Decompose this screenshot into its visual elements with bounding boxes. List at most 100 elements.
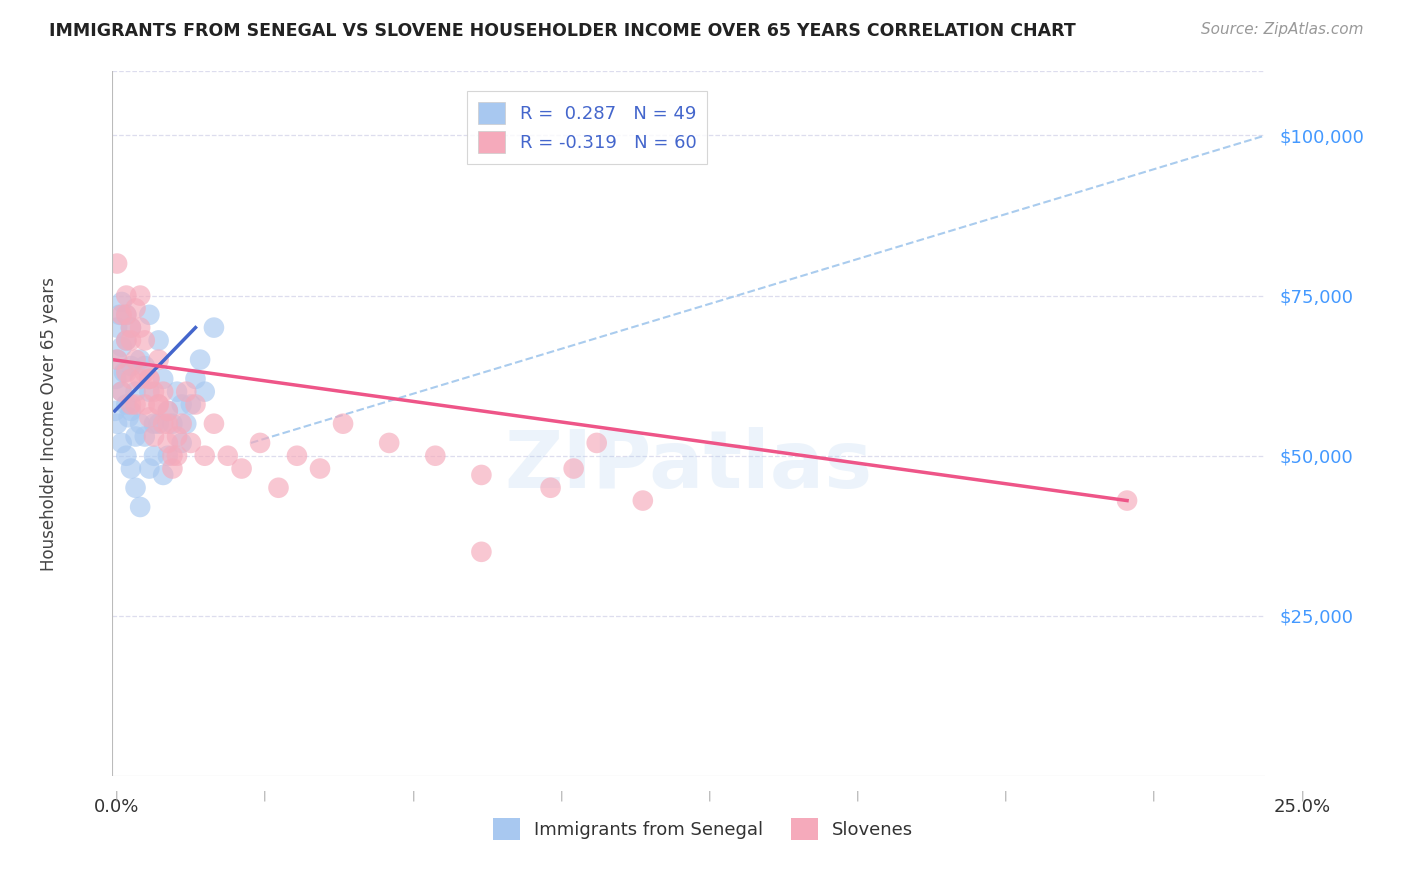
Text: Householder Income Over 65 years: Householder Income Over 65 years xyxy=(39,277,58,571)
Point xyxy=(120,320,142,334)
Point xyxy=(148,417,170,431)
Text: |: | xyxy=(411,790,415,801)
Point xyxy=(111,384,134,399)
Point xyxy=(231,461,253,475)
Point xyxy=(470,545,492,559)
Point xyxy=(124,429,146,443)
Point xyxy=(143,417,166,431)
Point xyxy=(129,372,152,386)
Point xyxy=(170,397,193,411)
Point xyxy=(120,397,142,411)
Point xyxy=(174,384,197,399)
Point xyxy=(105,256,128,270)
Point xyxy=(170,436,193,450)
Point xyxy=(124,384,146,399)
Point xyxy=(120,372,142,386)
Point xyxy=(378,436,401,450)
Text: 0.0%: 0.0% xyxy=(94,798,139,816)
Point xyxy=(143,384,166,399)
Point xyxy=(129,320,152,334)
Point xyxy=(134,359,156,373)
Point xyxy=(332,417,354,431)
Point xyxy=(111,384,134,399)
Point xyxy=(194,449,217,463)
Point xyxy=(156,404,179,418)
Point xyxy=(129,417,152,431)
Point xyxy=(585,436,607,450)
Point xyxy=(631,493,654,508)
Point xyxy=(188,352,211,367)
Point xyxy=(184,372,207,386)
Point xyxy=(217,449,239,463)
Point xyxy=(120,404,142,418)
Point xyxy=(120,320,142,334)
Text: |: | xyxy=(856,790,859,801)
Point xyxy=(166,384,188,399)
Point xyxy=(156,436,179,450)
Point xyxy=(152,384,174,399)
Point xyxy=(285,449,308,463)
Point xyxy=(111,436,134,450)
Point xyxy=(134,334,156,348)
Point xyxy=(143,449,166,463)
Point xyxy=(124,301,146,316)
Point xyxy=(138,372,160,386)
Point xyxy=(138,461,160,475)
Point xyxy=(115,334,138,348)
Point xyxy=(108,308,131,322)
Point xyxy=(129,352,152,367)
Point xyxy=(117,410,139,425)
Point xyxy=(184,397,207,411)
Point xyxy=(120,334,142,348)
Point xyxy=(115,288,138,302)
Point xyxy=(143,429,166,443)
Point xyxy=(115,366,138,380)
Point xyxy=(156,417,179,431)
Point xyxy=(115,334,138,348)
Point xyxy=(180,436,202,450)
Point xyxy=(156,449,179,463)
Point xyxy=(129,288,152,302)
Point xyxy=(162,461,184,475)
Point xyxy=(105,372,128,386)
Point xyxy=(111,295,134,310)
Text: ZIPatlas: ZIPatlas xyxy=(505,427,873,505)
Point xyxy=(267,481,290,495)
Text: |: | xyxy=(1152,790,1156,801)
Point xyxy=(309,461,332,475)
Point xyxy=(138,410,160,425)
Point xyxy=(148,397,170,411)
Point xyxy=(124,352,146,367)
Point xyxy=(152,372,174,386)
Point xyxy=(162,449,184,463)
Text: |: | xyxy=(1004,790,1008,801)
Text: IMMIGRANTS FROM SENEGAL VS SLOVENE HOUSEHOLDER INCOME OVER 65 YEARS CORRELATION : IMMIGRANTS FROM SENEGAL VS SLOVENE HOUSE… xyxy=(49,22,1076,40)
Text: |: | xyxy=(115,790,118,801)
Point xyxy=(105,352,128,367)
Point xyxy=(124,397,146,411)
Text: Source: ZipAtlas.com: Source: ZipAtlas.com xyxy=(1201,22,1364,37)
Point xyxy=(156,404,179,418)
Point xyxy=(202,417,225,431)
Point xyxy=(166,429,188,443)
Point xyxy=(105,417,128,431)
Point xyxy=(152,417,174,431)
Point xyxy=(134,366,156,380)
Point xyxy=(194,384,217,399)
Point xyxy=(562,461,585,475)
Point xyxy=(120,359,142,373)
Point xyxy=(202,320,225,334)
Point xyxy=(138,308,160,322)
Point xyxy=(470,467,492,482)
Text: |: | xyxy=(560,790,562,801)
Point xyxy=(111,340,134,354)
Point xyxy=(134,429,156,443)
Point xyxy=(148,352,170,367)
Point xyxy=(180,397,202,411)
Point xyxy=(129,500,152,514)
Point xyxy=(115,308,138,322)
Point xyxy=(249,436,271,450)
Point xyxy=(115,308,138,322)
Legend: R =  0.287   N = 49, R = -0.319   N = 60: R = 0.287 N = 49, R = -0.319 N = 60 xyxy=(467,91,707,164)
Point xyxy=(174,417,197,431)
